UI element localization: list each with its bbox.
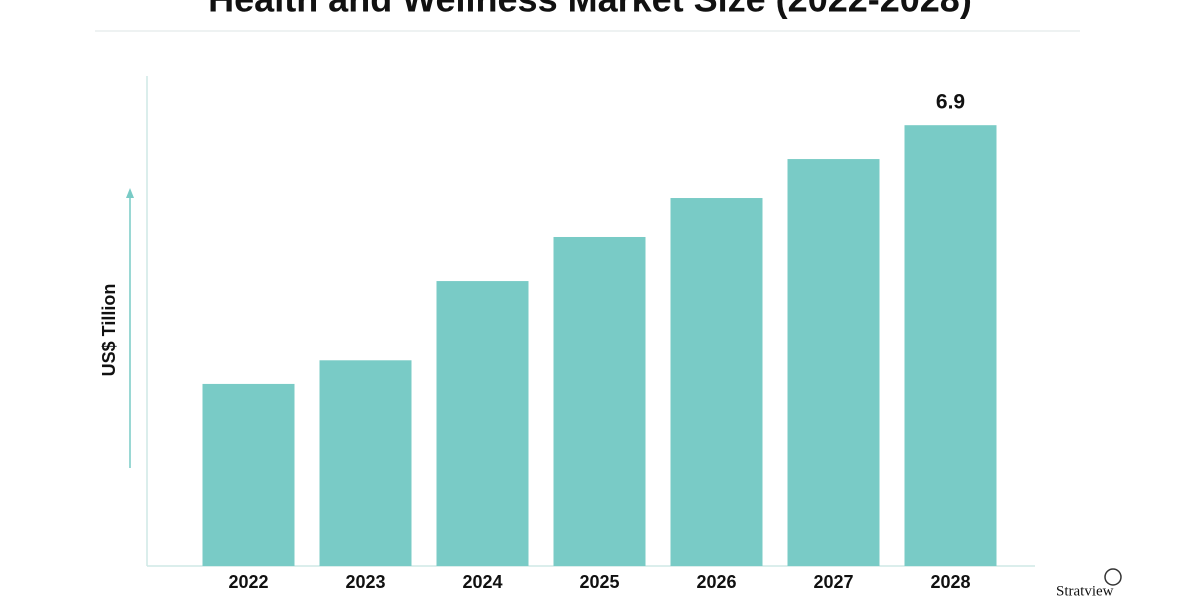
- bar: [553, 236, 646, 566]
- x-tick-label: 2023: [345, 572, 385, 592]
- x-tick-label: 2028: [930, 572, 970, 592]
- bar: [319, 360, 412, 566]
- bar: [202, 383, 295, 566]
- logo: Stratview: [1056, 583, 1114, 599]
- bar: [670, 198, 763, 566]
- logo-icon: [1104, 568, 1122, 586]
- x-tick-label: 2027: [813, 572, 853, 592]
- chart-title: Health and Wellness Market Size (2022-20…: [208, 0, 972, 20]
- bar: [904, 125, 997, 567]
- x-tick-label: 2022: [228, 572, 268, 592]
- y-axis-label: US$ Tillion: [99, 284, 119, 377]
- bar: [787, 159, 880, 566]
- x-tick-label: 2025: [579, 572, 619, 592]
- axis-arrowhead: [126, 188, 134, 198]
- data-label: 6.9: [936, 91, 965, 114]
- x-tick-label: 2026: [696, 572, 736, 592]
- bar: [436, 281, 529, 566]
- x-tick-label: 2024: [462, 572, 502, 592]
